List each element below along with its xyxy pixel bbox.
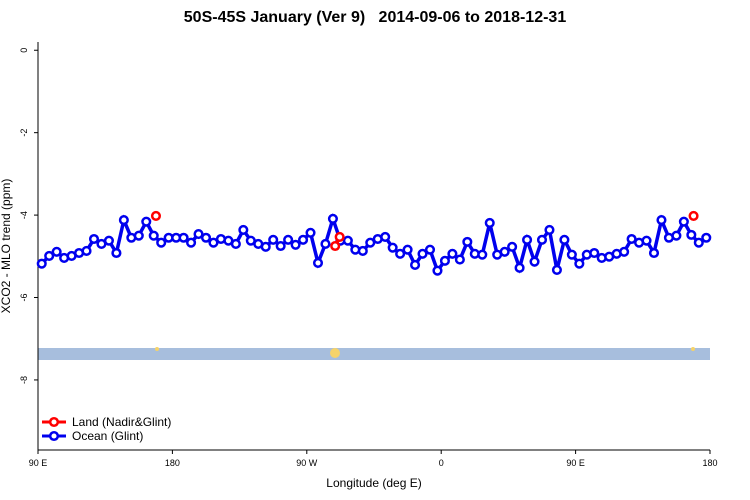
data-point <box>589 247 600 259</box>
x-tick-label: 90 E <box>566 458 585 468</box>
x-tick-label: 180 <box>702 458 717 468</box>
chart-title: 50S-45S January (Ver 9) 2014-09-06 to 20… <box>184 9 567 26</box>
data-point <box>447 248 458 259</box>
data-point <box>327 213 338 224</box>
data-point <box>230 238 241 249</box>
data-point <box>193 228 204 240</box>
y-axis-title: XCO2 - MLO trend (ppm) <box>0 179 13 314</box>
data-point <box>283 234 294 245</box>
data-point <box>484 217 495 228</box>
data-point <box>148 230 159 241</box>
data-point <box>507 241 518 252</box>
data-point <box>133 230 144 241</box>
data-point <box>238 224 249 235</box>
data-point <box>178 232 189 243</box>
data-point <box>380 231 391 242</box>
marker-speck <box>155 347 159 351</box>
x-tick-label: 90 W <box>296 458 318 468</box>
data-point <box>551 264 562 275</box>
data-point <box>462 236 473 247</box>
data-point <box>439 255 450 266</box>
data-point <box>51 246 62 257</box>
data-point <box>36 258 47 269</box>
data-point <box>208 237 219 248</box>
x-axis-title: Longitude (deg E) <box>326 476 421 490</box>
data-point <box>320 238 331 249</box>
legend-swatch-marker <box>48 430 60 442</box>
data-point <box>686 229 697 240</box>
data-point <box>648 247 660 259</box>
data-point <box>357 245 368 256</box>
data-point <box>334 231 345 242</box>
y-tick-label: 0 <box>19 48 29 53</box>
y-tick-label: -2 <box>19 129 29 137</box>
data-point <box>454 254 465 265</box>
data-point <box>290 239 301 250</box>
y-tick-label: -6 <box>19 294 29 302</box>
data-point <box>88 233 100 245</box>
legend-label: Land (Nadir&Glint) <box>72 415 171 429</box>
data-point <box>268 234 279 245</box>
data-point <box>298 234 309 245</box>
data-point <box>156 237 167 248</box>
data-point <box>417 248 428 259</box>
legend-swatch-marker <box>48 416 60 428</box>
data-point <box>186 237 197 248</box>
data-point <box>387 242 398 253</box>
marker-speck <box>330 348 340 358</box>
data-point <box>81 245 92 256</box>
data-point <box>559 234 570 245</box>
data-point <box>200 232 212 243</box>
data-point <box>365 237 376 248</box>
data-point <box>477 249 488 260</box>
data-point <box>678 216 689 227</box>
x-tick-label: 90 E <box>29 458 48 468</box>
data-point <box>544 224 555 235</box>
x-tick-label: 0 <box>439 458 444 468</box>
data-point <box>693 237 704 248</box>
data-point <box>566 249 577 260</box>
data-point <box>574 258 585 269</box>
data-point <box>626 233 637 245</box>
data-point <box>402 244 413 255</box>
data-point <box>499 246 510 257</box>
data-point <box>424 244 436 255</box>
y-tick-label: -4 <box>19 211 29 219</box>
marker-speck <box>691 347 695 351</box>
data-point <box>103 235 114 246</box>
data-point <box>701 232 712 243</box>
data-point <box>118 214 129 226</box>
data-point <box>141 216 152 227</box>
data-point <box>688 210 699 221</box>
data-point <box>275 240 286 252</box>
y-tick-label: -8 <box>19 376 29 384</box>
data-point <box>342 235 353 246</box>
data-point <box>330 240 341 252</box>
x-tick-label: 180 <box>165 458 180 468</box>
data-point <box>432 265 443 276</box>
data-point <box>619 246 630 257</box>
data-point <box>536 234 548 245</box>
surface-band <box>38 348 710 360</box>
data-point <box>529 256 540 267</box>
data-point <box>514 262 525 273</box>
data-point <box>111 247 122 259</box>
data-point <box>260 241 271 252</box>
data-point <box>150 210 162 221</box>
data-point <box>305 227 316 238</box>
data-point <box>671 230 682 241</box>
data-point <box>656 214 667 226</box>
data-point <box>410 259 421 271</box>
data-point <box>641 235 652 246</box>
data-point <box>44 250 55 261</box>
data-point <box>312 257 324 268</box>
data-point <box>522 234 533 245</box>
data-point <box>395 248 406 259</box>
legend-label: Ocean (Glint) <box>72 429 143 443</box>
